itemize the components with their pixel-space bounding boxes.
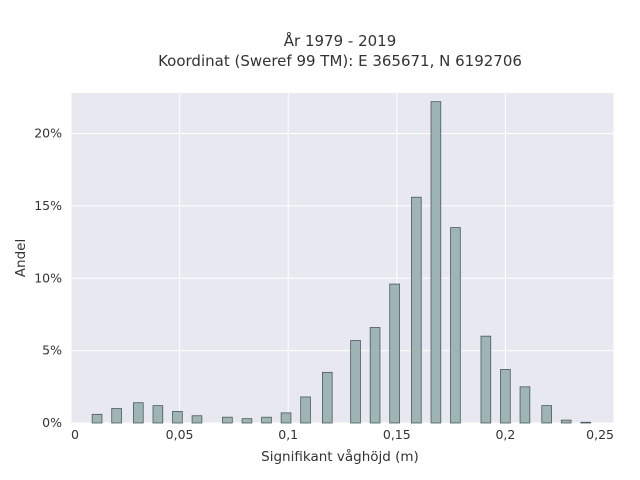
bar	[322, 371, 333, 424]
bar	[480, 335, 492, 424]
bar	[350, 340, 361, 424]
y-tick-label: 10%	[34, 270, 62, 285]
bar	[411, 196, 422, 424]
bars	[91, 101, 592, 424]
bar	[389, 283, 400, 424]
chart-title-line-2: Koordinat (Sweref 99 TM): E 365671, N 61…	[158, 52, 522, 70]
y-tick-label: 0%	[42, 415, 62, 430]
bar	[300, 396, 311, 424]
bar	[560, 419, 572, 424]
bar	[191, 415, 203, 424]
bar	[241, 418, 253, 424]
bar	[91, 413, 103, 424]
x-tick-label: 0,2	[495, 427, 515, 442]
y-tick-label: 15%	[34, 198, 62, 213]
x-tick-label: 0,25	[586, 427, 614, 442]
plot-area	[71, 93, 614, 423]
bar	[580, 421, 592, 424]
x-axis-label: Signifikant våghöjd (m)	[261, 448, 419, 465]
bar	[133, 402, 144, 424]
bar	[369, 327, 381, 424]
bar	[519, 386, 531, 424]
bar	[430, 101, 442, 424]
bar	[261, 416, 272, 424]
bar	[111, 408, 122, 424]
x-tick-label: 0,15	[383, 427, 411, 442]
y-tick-label: 5%	[42, 343, 62, 358]
bar	[172, 411, 183, 424]
bar	[450, 227, 461, 424]
y-axis-label: Andel	[13, 239, 29, 277]
bar	[541, 405, 552, 424]
x-tick-label: 0,05	[166, 427, 194, 442]
bar	[222, 416, 233, 424]
x-tick-label: 0	[71, 427, 79, 442]
bar	[152, 405, 164, 424]
bar	[500, 369, 511, 424]
chart-title-line-1: År 1979 - 2019	[284, 31, 397, 50]
tick-labels: 0 0,05 0,1 0,15 0,2 0,25 0% 5% 10% 15% 20%	[34, 126, 614, 442]
y-tick-label: 20%	[34, 126, 62, 141]
x-tick-label: 0,1	[278, 427, 298, 442]
bar	[280, 412, 292, 424]
